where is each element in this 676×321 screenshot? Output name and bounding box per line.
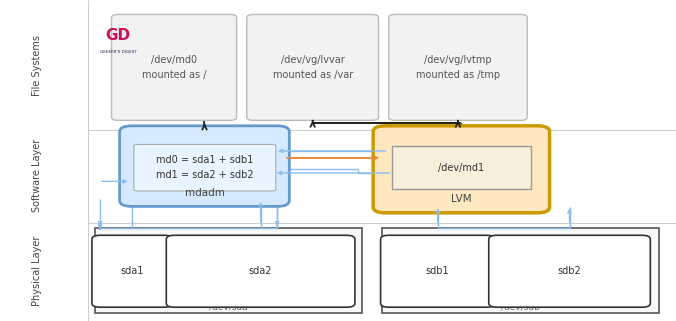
- Text: sdb2: sdb2: [558, 266, 581, 276]
- Text: File Systems: File Systems: [32, 35, 42, 96]
- Text: sda2: sda2: [249, 266, 272, 276]
- FancyBboxPatch shape: [373, 126, 550, 213]
- FancyBboxPatch shape: [392, 146, 531, 189]
- FancyBboxPatch shape: [166, 235, 355, 307]
- FancyBboxPatch shape: [247, 14, 379, 120]
- Text: sdb1: sdb1: [426, 266, 450, 276]
- Text: Software Layer: Software Layer: [32, 138, 42, 212]
- Bar: [382, 228, 659, 313]
- FancyBboxPatch shape: [134, 144, 276, 191]
- Text: /dev/vg/lvtmp
mounted as /tmp: /dev/vg/lvtmp mounted as /tmp: [416, 55, 500, 80]
- Text: LVM: LVM: [451, 194, 472, 204]
- FancyBboxPatch shape: [112, 14, 237, 120]
- FancyBboxPatch shape: [92, 235, 172, 307]
- Text: /dev/sdb: /dev/sdb: [501, 303, 540, 312]
- Text: /dev/md0
mounted as /: /dev/md0 mounted as /: [142, 55, 206, 80]
- Text: /dev/vg/lvvar
mounted as /var: /dev/vg/lvvar mounted as /var: [272, 55, 353, 80]
- FancyBboxPatch shape: [489, 235, 650, 307]
- FancyBboxPatch shape: [120, 126, 289, 206]
- FancyBboxPatch shape: [381, 235, 495, 307]
- FancyBboxPatch shape: [389, 14, 527, 120]
- Text: sda1: sda1: [120, 266, 144, 276]
- Text: /dev/md1: /dev/md1: [438, 163, 485, 173]
- Bar: [95, 228, 362, 313]
- Text: /dev/sda: /dev/sda: [209, 303, 247, 312]
- Text: GD: GD: [105, 28, 130, 43]
- Text: Physical Layer: Physical Layer: [32, 236, 42, 307]
- Text: GEEKER'S DIGEST: GEEKER'S DIGEST: [100, 50, 137, 54]
- Text: md0 = sda1 + sdb1
md1 = sda2 + sdb2: md0 = sda1 + sdb1 md1 = sda2 + sdb2: [156, 155, 254, 180]
- Text: mdadm: mdadm: [185, 187, 224, 198]
